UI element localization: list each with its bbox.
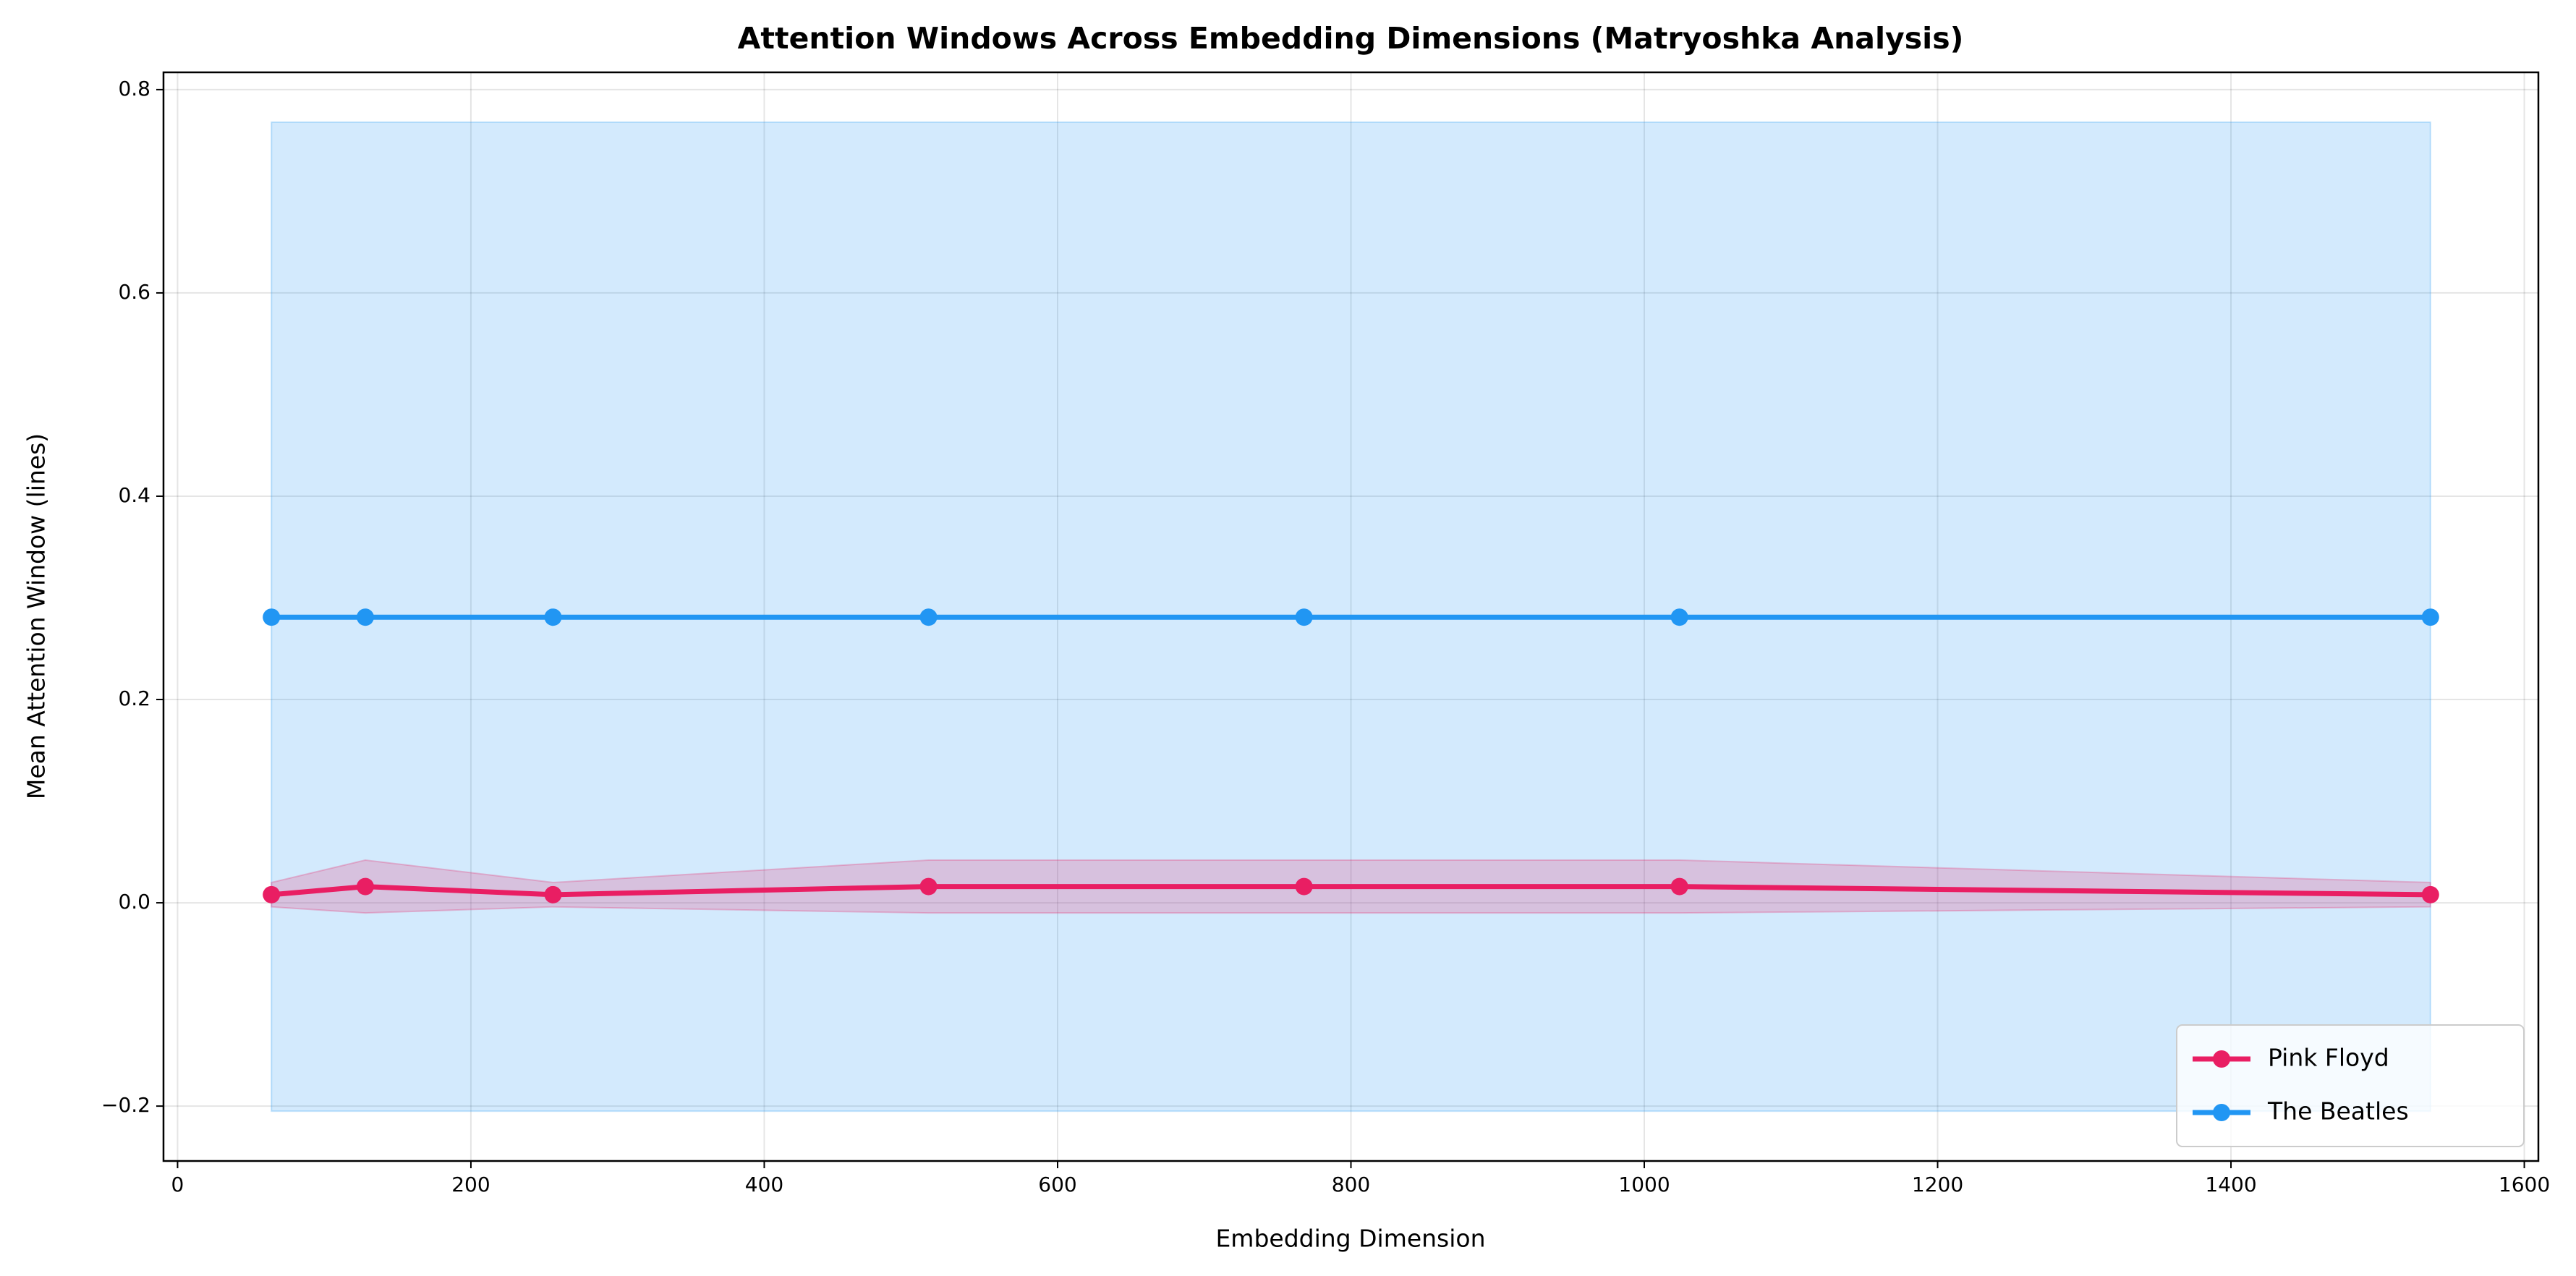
- marker: [1670, 877, 1688, 896]
- marker: [263, 608, 281, 626]
- x-tick-label: 200: [451, 1173, 490, 1196]
- chart-title: Attention Windows Across Embedding Dimen…: [738, 21, 1964, 56]
- legend-label: The Beatles: [2267, 1097, 2409, 1126]
- x-tick-label: 1200: [1912, 1173, 1963, 1196]
- marker: [544, 885, 562, 903]
- x-tick-label: 0: [171, 1173, 184, 1196]
- x-tick-label: 1400: [2205, 1173, 2256, 1196]
- x-tick-label: 800: [1332, 1173, 1370, 1196]
- marker: [1670, 608, 1688, 626]
- x-tick-label: 1000: [1618, 1173, 1670, 1196]
- legend-marker: [2213, 1050, 2230, 1068]
- y-tick-label: 0.0: [118, 890, 150, 914]
- x-tick-label: 600: [1038, 1173, 1076, 1196]
- marker: [919, 608, 938, 626]
- legend-box: [2176, 1024, 2525, 1147]
- marker: [1295, 877, 1313, 896]
- y-tick-label: 0.6: [118, 280, 150, 304]
- legend-label: Pink Floyd: [2268, 1044, 2389, 1072]
- marker: [356, 877, 374, 896]
- x-tick-label: 1600: [2499, 1173, 2550, 1196]
- marker: [544, 608, 562, 626]
- marker: [2421, 885, 2439, 903]
- y-axis-label: Mean Attention Window (lines): [22, 433, 51, 799]
- marker: [2421, 608, 2439, 626]
- y-tick-label: 0.4: [118, 483, 150, 507]
- y-tick-label: 0.2: [118, 686, 150, 710]
- marker: [263, 885, 281, 903]
- marker: [919, 877, 938, 896]
- marker: [356, 608, 374, 626]
- legend-marker: [2213, 1104, 2230, 1121]
- y-tick-label: 0.8: [118, 77, 150, 101]
- y-tick-label: −0.2: [101, 1093, 150, 1117]
- x-tick-label: 400: [745, 1173, 783, 1196]
- marker: [1295, 608, 1313, 626]
- x-axis-label: Embedding Dimension: [1215, 1225, 1485, 1253]
